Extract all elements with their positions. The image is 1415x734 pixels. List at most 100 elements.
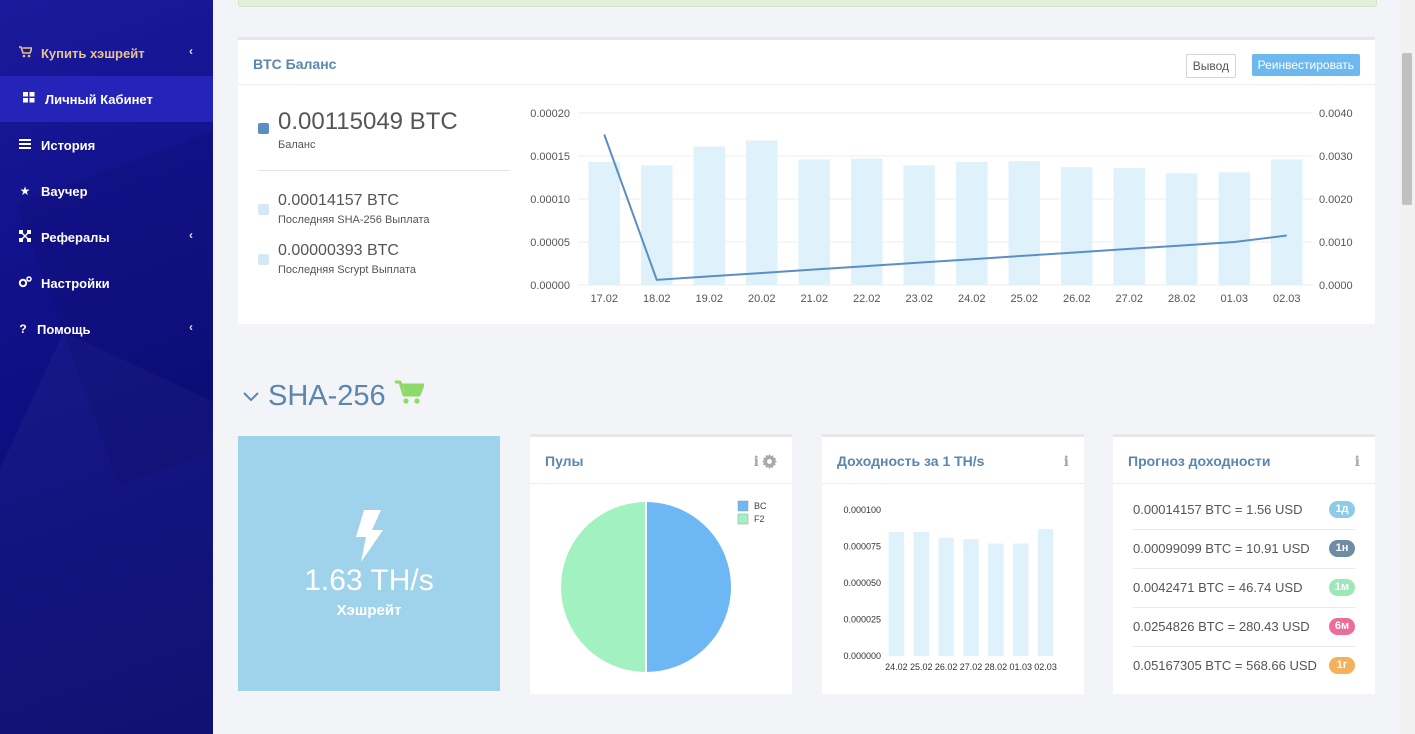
sidebar-item-help[interactable]: ? Помощь ‹: [0, 306, 213, 352]
chart-bar: [913, 531, 929, 656]
chart-bar: [798, 159, 830, 285]
sidebar-item-label: Купить хэшрейт: [41, 45, 145, 61]
y2-tick-label: 0.0010: [1319, 237, 1353, 249]
x-tick-label: 01.03: [1009, 662, 1032, 672]
profitability-chart: 0.000000 0.000025 0.000050 0.000075 0.000100…: [843, 505, 1056, 672]
btc-balance-panel: BTC Баланс Вывод Реинвестировать 0.00115…: [238, 37, 1375, 324]
gear-icon[interactable]: [762, 454, 777, 474]
y-tick-label: 0.00005: [530, 237, 570, 249]
sidebar-item-voucher[interactable]: ★ Ваучер: [0, 168, 213, 214]
sidebar-item-label: Личный Кабинет: [45, 91, 153, 107]
period-badge: 6м: [1329, 618, 1355, 635]
pools-chart: BC F2: [559, 499, 767, 675]
sha-payout-value: 0.00014157 BTC: [278, 192, 399, 209]
forecast-row: 0.00014157 BTC = 1.56 USD 1д: [1133, 490, 1355, 530]
network-icon: [18, 229, 32, 245]
forecast-row: 0.00099099 BTC = 10.91 USD 1н: [1133, 529, 1355, 569]
forecast-text: 0.0254826 BTC = 280.43 USD: [1133, 619, 1310, 634]
forecast-row: 0.0042471 BTC = 46.74 USD 1м: [1133, 568, 1355, 608]
divider: [258, 170, 510, 171]
y2-tick-label: 0.0020: [1319, 194, 1353, 206]
balance-swatch: [258, 123, 269, 134]
withdraw-button[interactable]: Вывод: [1185, 54, 1236, 78]
x-tick-label: 21.02: [800, 293, 828, 305]
sidebar: Купить хэшрейт ‹ Личный Кабинет История …: [0, 0, 213, 734]
chart-bar: [938, 537, 954, 656]
sha-payout-label: Последняя SHA-256 Выплата: [278, 214, 430, 226]
question-icon: ?: [19, 322, 27, 336]
legend-label: F2: [754, 514, 765, 524]
info-icon[interactable]: i: [1063, 454, 1069, 470]
scrollbar-thumb[interactable]: [1402, 53, 1412, 205]
cart-icon[interactable]: [394, 379, 425, 413]
panel-title: Доходность за 1 TH/s: [837, 453, 985, 469]
forecast-text: 0.00014157 BTC = 1.56 USD: [1133, 502, 1303, 517]
chart-bar: [1013, 543, 1029, 656]
forecast-panel: Прогноз доходности i 0.00014157 BTC = 1.…: [1113, 434, 1375, 694]
y-tick-label: 0.00020: [530, 108, 570, 120]
x-tick-label: 01.03: [1220, 293, 1248, 305]
x-tick-label: 26.02: [1063, 293, 1091, 305]
reinvest-button[interactable]: Реинвестировать: [1251, 54, 1360, 76]
y-tick-label: 0.000100: [843, 505, 881, 515]
sidebar-item-label: Рефералы: [41, 229, 110, 245]
y-tick-label: 0.000050: [843, 578, 881, 588]
chevron-down-icon[interactable]: [243, 386, 259, 407]
period-badge: 1н: [1329, 540, 1355, 557]
sidebar-item-dashboard[interactable]: Личный Кабинет: [0, 76, 213, 122]
bolt-icon: [354, 510, 384, 567]
scrollbar[interactable]: [1400, 0, 1415, 734]
list-icon: [18, 138, 32, 152]
y2-tick-label: 0.0040: [1319, 108, 1353, 120]
sidebar-item-label: История: [41, 137, 96, 153]
chart-bar: [1061, 167, 1093, 285]
x-tick-label: 25.02: [1010, 293, 1038, 305]
panel-title: BTC Баланс: [253, 56, 337, 72]
y-tick-label: 0.00010: [530, 194, 570, 206]
panel-header: BTC Баланс Вывод Реинвестировать: [238, 40, 1375, 85]
x-tick-label: 26.02: [935, 662, 958, 672]
chart-bar: [988, 543, 1004, 656]
x-tick-label: 22.02: [853, 293, 881, 305]
sidebar-item-buy-hashrate[interactable]: Купить хэшрейт ‹: [0, 30, 213, 76]
period-badge: 1м: [1329, 579, 1355, 596]
legend-swatch: [737, 513, 749, 525]
x-tick-label: 19.02: [695, 293, 723, 305]
panel-header: Доходность за 1 TH/s i: [822, 437, 1084, 484]
hashrate-tile: 1.63 TH/s Хэшрейт: [238, 436, 500, 691]
scrypt-payout-label: Последняя Scrypt Выплата: [278, 264, 417, 276]
x-tick-label: 27.02: [1115, 293, 1143, 305]
chart-bar: [1218, 172, 1250, 285]
profitability-panel: Доходность за 1 TH/s i 0.000000 0.000025 0…: [822, 434, 1084, 694]
chart-bar: [963, 539, 979, 656]
y-tick-label: 0.00015: [530, 151, 570, 163]
panel-header: Прогноз доходности i: [1113, 437, 1375, 484]
sidebar-item-label: Помощь: [37, 321, 91, 337]
gears-icon: [18, 275, 32, 291]
pools-panel: Пулы i BC F2: [530, 434, 792, 694]
y-tick-label: 0.000000: [843, 651, 881, 661]
sidebar-item-settings[interactable]: Настройки: [0, 260, 213, 306]
x-tick-label: 28.02: [1168, 293, 1196, 305]
balance-value: 0.00115049 BTC: [278, 108, 458, 135]
chart-bar: [588, 162, 620, 285]
balance-label: Баланс: [278, 139, 316, 151]
sidebar-item-history[interactable]: История: [0, 122, 213, 168]
chart-bar: [1008, 161, 1040, 285]
x-tick-label: 25.02: [910, 662, 933, 672]
sidebar-item-referrals[interactable]: Рефералы ‹: [0, 214, 213, 260]
chevron-left-icon: ‹: [189, 44, 193, 58]
info-icon[interactable]: i: [753, 454, 759, 470]
scrypt-payout-value: 0.00000393 BTC: [278, 242, 399, 259]
forecast-row: 0.0254826 BTC = 280.43 USD 6м: [1133, 607, 1355, 647]
sidebar-item-label: Настройки: [41, 275, 110, 291]
alert-strip: [238, 0, 1377, 7]
x-tick-label: 28.02: [985, 662, 1008, 672]
hashrate-label: Хэшрейт: [336, 602, 402, 619]
info-icon[interactable]: i: [1354, 454, 1360, 470]
x-tick-label: 18.02: [643, 293, 671, 305]
legend-swatch: [737, 500, 749, 512]
section-title: SHA-256: [268, 379, 386, 412]
pie-slice: [559, 499, 647, 675]
y-tick-label: 0.000025: [843, 615, 881, 625]
